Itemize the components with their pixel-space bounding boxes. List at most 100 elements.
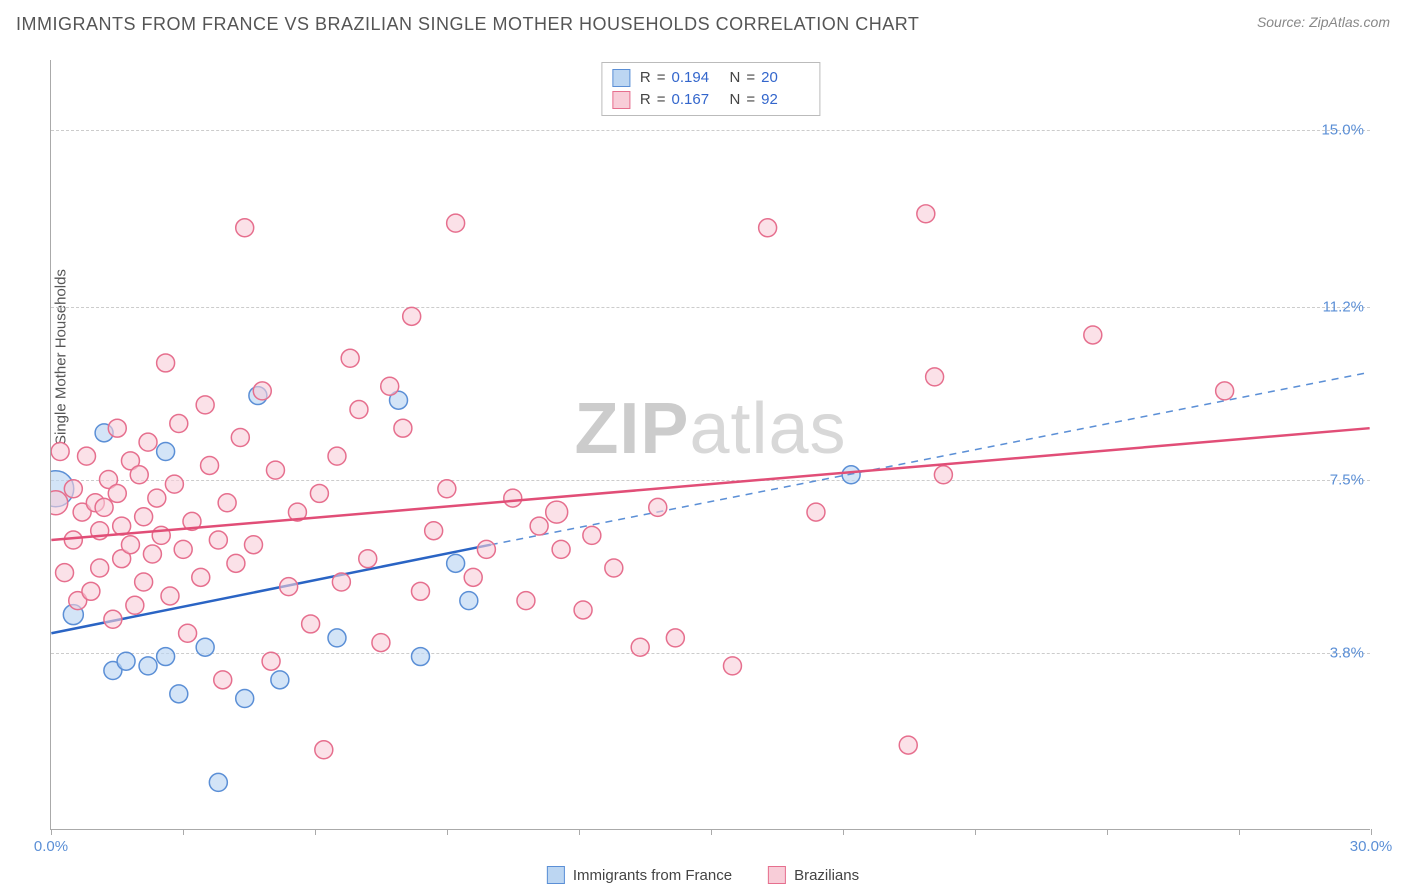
data-point-brazil: [227, 554, 245, 572]
data-point-brazil: [130, 466, 148, 484]
scatter-svg: [51, 60, 1370, 829]
data-point-brazil: [899, 736, 917, 754]
data-point-france: [63, 605, 83, 625]
data-point-brazil: [82, 582, 100, 600]
data-point-brazil: [64, 480, 82, 498]
x-tick: [975, 829, 976, 835]
data-point-brazil: [196, 396, 214, 414]
n-label: N: [730, 89, 741, 111]
source-attribution: Source: ZipAtlas.com: [1257, 14, 1390, 30]
legend-item-france: Immigrants from France: [547, 866, 732, 884]
data-point-brazil: [1216, 382, 1234, 400]
r-value-brazil: 0.167: [672, 89, 720, 111]
data-point-france: [51, 471, 74, 507]
data-point-brazil: [807, 503, 825, 521]
data-point-france: [249, 387, 267, 405]
data-point-france: [411, 648, 429, 666]
corr-row-brazil: R = 0.167 N = 92: [612, 89, 809, 111]
legend-label-france: Immigrants from France: [573, 867, 732, 884]
watermark-bold: ZIP: [574, 389, 689, 469]
data-point-brazil: [666, 629, 684, 647]
r-value-france: 0.194: [672, 67, 720, 89]
source-label: Source:: [1257, 14, 1309, 30]
data-point-brazil: [605, 559, 623, 577]
watermark: ZIPatlas: [574, 388, 846, 470]
r-label: R: [640, 89, 651, 111]
data-point-brazil: [113, 550, 131, 568]
data-point-brazil: [517, 592, 535, 610]
series-legend: Immigrants from France Brazilians: [547, 866, 859, 884]
data-point-brazil: [372, 634, 390, 652]
legend-item-brazil: Brazilians: [768, 866, 859, 884]
data-point-brazil: [135, 508, 153, 526]
y-tick-label: 3.8%: [1330, 644, 1364, 661]
data-point-brazil: [56, 564, 74, 582]
data-point-brazil: [152, 526, 170, 544]
data-point-brazil: [552, 540, 570, 558]
data-point-brazil: [332, 573, 350, 591]
eq-sign: =: [746, 89, 755, 111]
data-point-france: [390, 391, 408, 409]
data-point-brazil: [161, 587, 179, 605]
data-point-brazil: [108, 419, 126, 437]
x-tick: [183, 829, 184, 835]
data-point-brazil: [425, 522, 443, 540]
data-point-brazil: [328, 447, 346, 465]
legend-swatch-brazil: [768, 866, 786, 884]
data-point-brazil: [78, 447, 96, 465]
data-point-france: [328, 629, 346, 647]
data-point-brazil: [157, 354, 175, 372]
data-point-brazil: [51, 491, 68, 515]
trendline-extrapolated-france: [491, 372, 1370, 544]
data-point-brazil: [104, 610, 122, 628]
trendline-france: [51, 545, 490, 634]
gridline: [51, 307, 1370, 308]
data-point-brazil: [917, 205, 935, 223]
y-tick-label: 11.2%: [1323, 299, 1364, 316]
n-value-france: 20: [761, 67, 809, 89]
plot-area: Single Mother Households ZIPatlas R = 0.…: [50, 60, 1370, 830]
data-point-brazil: [69, 592, 87, 610]
data-point-brazil: [530, 517, 548, 535]
data-point-brazil: [649, 498, 667, 516]
eq-sign: =: [657, 67, 666, 89]
data-point-brazil: [288, 503, 306, 521]
data-point-france: [236, 690, 254, 708]
data-point-brazil: [86, 494, 104, 512]
gridline: [51, 480, 1370, 481]
data-point-brazil: [113, 517, 131, 535]
data-point-brazil: [477, 540, 495, 558]
chart-title: IMMIGRANTS FROM FRANCE VS BRAZILIAN SING…: [16, 14, 919, 35]
gridline: [51, 653, 1370, 654]
trendline-brazil: [51, 428, 1369, 540]
r-label: R: [640, 67, 651, 89]
corr-row-france: R = 0.194 N = 20: [612, 67, 809, 89]
data-point-brazil: [302, 615, 320, 633]
x-max-label: 30.0%: [1350, 838, 1393, 855]
data-point-brazil: [108, 484, 126, 502]
data-point-france: [170, 685, 188, 703]
data-point-france: [460, 592, 478, 610]
data-point-brazil: [310, 484, 328, 502]
data-point-france: [842, 466, 860, 484]
data-point-brazil: [381, 377, 399, 395]
source-name: ZipAtlas.com: [1309, 14, 1390, 30]
data-point-brazil: [403, 307, 421, 325]
data-point-brazil: [218, 494, 236, 512]
data-point-brazil: [209, 531, 227, 549]
data-point-brazil: [723, 657, 741, 675]
data-point-brazil: [504, 489, 522, 507]
n-value-brazil: 92: [761, 89, 809, 111]
gridline: [51, 130, 1370, 131]
data-point-brazil: [91, 559, 109, 577]
data-point-brazil: [341, 349, 359, 367]
data-point-brazil: [135, 573, 153, 591]
data-point-brazil: [759, 219, 777, 237]
x-tick: [315, 829, 316, 835]
data-point-brazil: [192, 568, 210, 586]
data-point-brazil: [73, 503, 91, 521]
data-point-brazil: [253, 382, 271, 400]
swatch-brazil: [612, 91, 630, 109]
data-point-brazil: [148, 489, 166, 507]
data-point-france: [271, 671, 289, 689]
